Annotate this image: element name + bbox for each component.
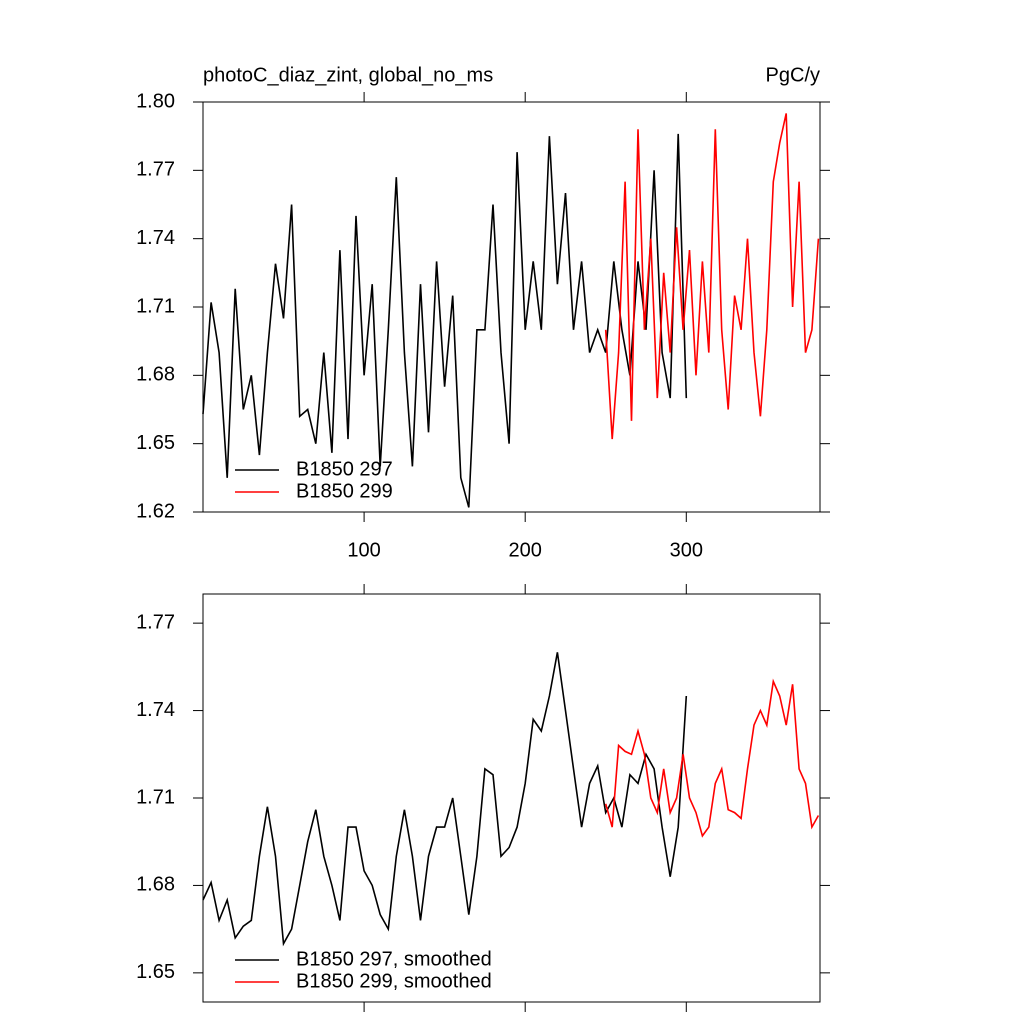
x-tick-label: 200 bbox=[509, 539, 542, 561]
plot-frame bbox=[202, 593, 821, 1003]
legend-label: B1850 297 bbox=[296, 458, 393, 480]
y-tick-label: 1.62 bbox=[136, 500, 175, 522]
series-line bbox=[202, 133, 688, 508]
y-tick-label: 1.80 bbox=[136, 90, 175, 112]
legend-label: B1850 299 bbox=[296, 480, 393, 502]
y-tick-label: 1.74 bbox=[136, 699, 175, 721]
legend-label: B1850 299, smoothed bbox=[296, 970, 492, 992]
y-tick-label: 1.65 bbox=[136, 961, 175, 983]
x-tick-label: 300 bbox=[670, 539, 703, 561]
units-label: PgC/y bbox=[766, 64, 820, 86]
series-line bbox=[604, 113, 820, 440]
x-tick-label: 100 bbox=[347, 539, 380, 561]
y-tick-label: 1.77 bbox=[136, 159, 175, 181]
y-tick-label: 1.74 bbox=[136, 227, 175, 249]
y-tick-label: 1.68 bbox=[136, 874, 175, 896]
y-tick-label: 1.71 bbox=[136, 786, 175, 808]
y-tick-label: 1.71 bbox=[136, 295, 175, 317]
y-tick-label: 1.68 bbox=[136, 364, 175, 386]
series-line bbox=[202, 652, 688, 947]
legend-label: B1850 297, smoothed bbox=[296, 948, 492, 970]
series-line bbox=[604, 678, 820, 838]
chart-title: photoC_diaz_zint, global_no_ms bbox=[203, 64, 493, 86]
y-tick-label: 1.77 bbox=[136, 611, 175, 633]
y-tick-label: 1.65 bbox=[136, 432, 175, 454]
